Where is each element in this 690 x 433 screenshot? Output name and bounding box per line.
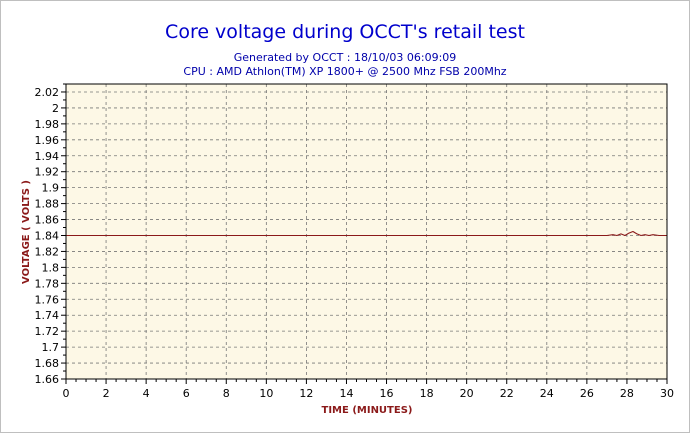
y-tick-label: 1.76 bbox=[35, 293, 60, 306]
plot-area: 0 2 4 6 8 10 12 14 16 18 20 22 24 26 28 301.661.681.71.… bbox=[35, 83, 674, 400]
y-tick-label: 1.88 bbox=[35, 198, 60, 211]
x-tick-label: 16 bbox=[380, 387, 394, 400]
y-tick-label: 1.86 bbox=[35, 214, 60, 227]
y-tick-label: 1.82 bbox=[35, 245, 60, 258]
x-axis-label: TIME (MINUTES) bbox=[322, 405, 413, 416]
x-tick-label: 12 bbox=[299, 387, 313, 400]
x-tick-label: 30 bbox=[660, 387, 674, 400]
x-tick-label: 28 bbox=[620, 387, 634, 400]
y-axis-label: VOLTAGE ( VOLTS ) bbox=[21, 180, 32, 284]
x-tick-label: 14 bbox=[339, 387, 353, 400]
y-tick-label: 1.96 bbox=[35, 134, 60, 147]
chart-subtitle-line-1: Generated by OCCT : 18/10/03 06:09:09 bbox=[234, 51, 457, 64]
y-tick-label: 1.72 bbox=[35, 325, 60, 338]
x-tick-label: 6 bbox=[183, 387, 190, 400]
series-line-0 bbox=[66, 230, 667, 237]
x-tick-label: 0 bbox=[63, 387, 70, 400]
chart-title: Core voltage during OCCT's retail test bbox=[165, 21, 525, 43]
plot-frame bbox=[65, 83, 668, 380]
x-tick-label: 4 bbox=[143, 387, 150, 400]
y-tick-label: 1.68 bbox=[35, 357, 60, 370]
y-tick-label: 1.84 bbox=[35, 229, 60, 242]
chart-subtitle-line-2: CPU : AMD Athlon(TM) XP 1800+ @ 2500 Mhz… bbox=[183, 65, 506, 78]
x-tick-label: 8 bbox=[223, 387, 230, 400]
y-tick-label: 1.92 bbox=[35, 166, 60, 179]
y-tick-label: 2 bbox=[52, 102, 59, 115]
x-tick-label: 24 bbox=[540, 387, 554, 400]
y-tick-label: 1.98 bbox=[35, 118, 60, 131]
y-tick-label: 1.8 bbox=[42, 261, 60, 274]
x-tick-label: 18 bbox=[420, 387, 434, 400]
y-tick-label: 1.94 bbox=[35, 150, 60, 163]
plot-background bbox=[66, 84, 667, 379]
y-tick-label: 1.7 bbox=[42, 341, 60, 354]
y-tick-label: 2.02 bbox=[35, 86, 60, 99]
x-tick-label: 22 bbox=[500, 387, 514, 400]
y-tick-label: 1.78 bbox=[35, 277, 60, 290]
y-tick-label: 1.9 bbox=[42, 182, 60, 195]
x-tick-label: 26 bbox=[580, 387, 594, 400]
x-tick-label: 20 bbox=[460, 387, 474, 400]
x-tick-label: 2 bbox=[103, 387, 110, 400]
y-tick-label: 1.74 bbox=[35, 309, 60, 322]
x-tick-label: 10 bbox=[259, 387, 273, 400]
y-tick-label: 1.66 bbox=[35, 373, 60, 386]
